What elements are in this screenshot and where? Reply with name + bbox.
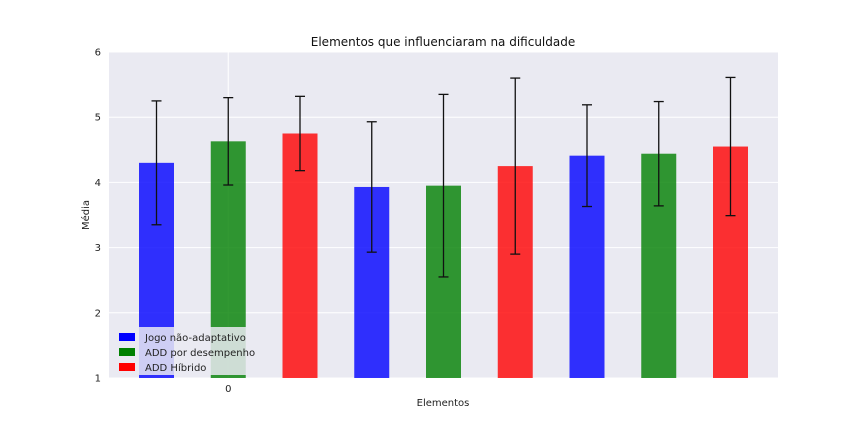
y-tick-label: 2 — [95, 308, 101, 319]
legend-label: ADD por desempenho — [145, 348, 255, 359]
legend-label: ADD Híbrido — [145, 362, 206, 374]
y-tick-label: 4 — [95, 178, 101, 189]
y-tick-label: 1 — [95, 374, 101, 385]
legend: Jogo não-adaptativo ADD por desempenho ADD… — [113, 327, 255, 375]
y-tick-label: 5 — [95, 113, 101, 124]
error-bars — [151, 76, 736, 278]
legend-swatch — [119, 363, 135, 371]
y-tick-label: 6 — [95, 48, 101, 59]
legend-swatch — [119, 333, 135, 341]
legend-swatch — [119, 348, 135, 356]
legend-label: Jogo não-adaptativo — [144, 333, 246, 344]
x-axis-label: Elementos — [417, 398, 470, 409]
y-tick-label: 3 — [95, 243, 101, 254]
bar — [282, 133, 318, 378]
x-tick-label: 0 — [225, 384, 231, 395]
y-tick-labels: 1 2 3 4 5 6 — [95, 48, 101, 385]
y-axis-label: Média — [80, 200, 92, 230]
chart-title: Elementos que influenciaram na dificulda… — [311, 35, 575, 49]
x-tick-labels: 0 — [225, 384, 231, 395]
legend-box — [113, 327, 247, 375]
